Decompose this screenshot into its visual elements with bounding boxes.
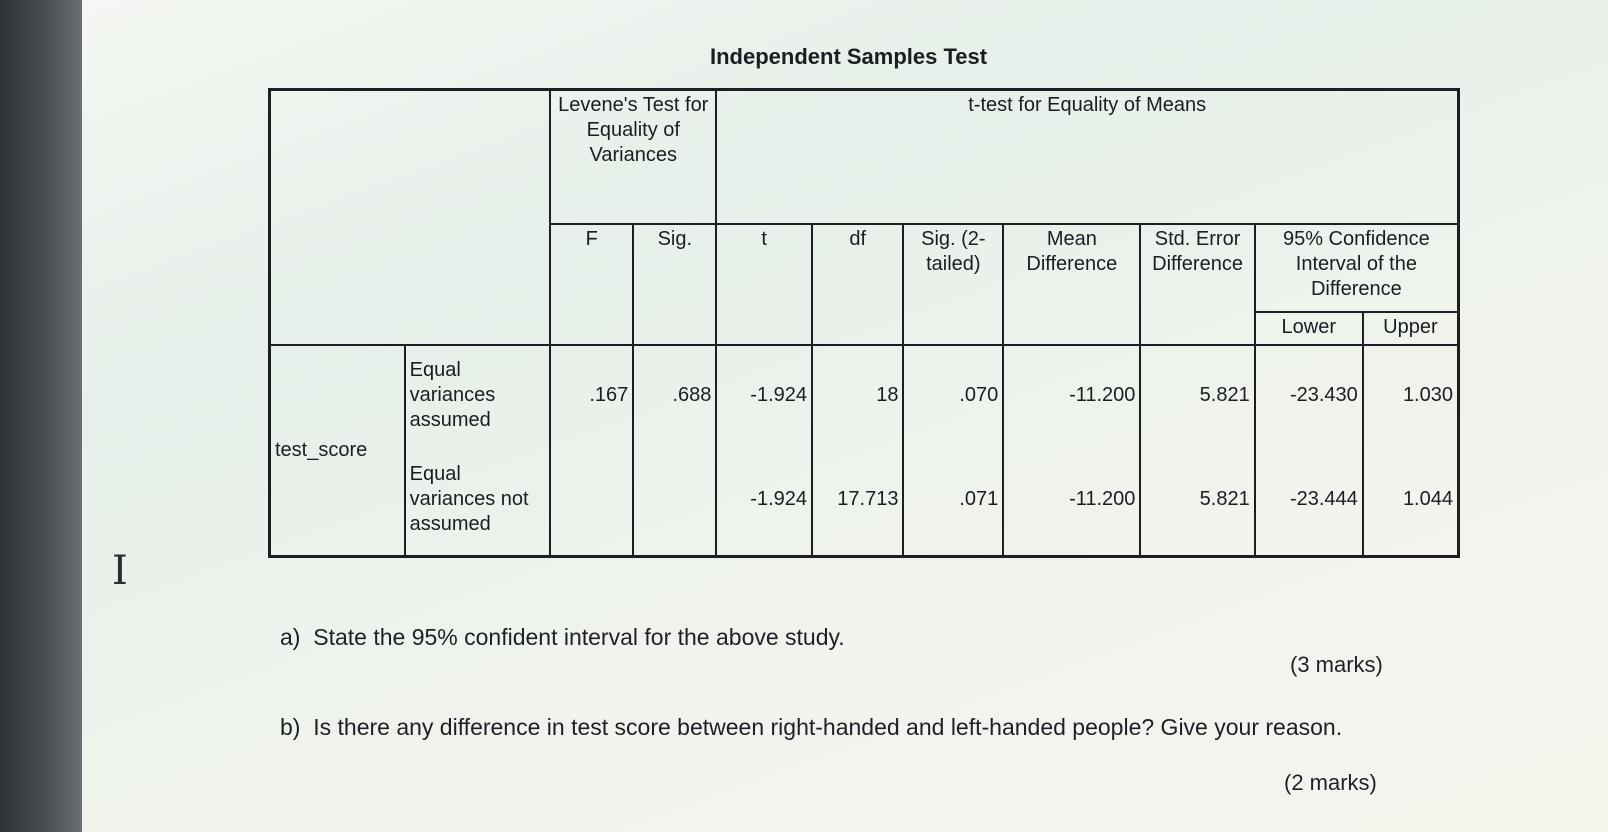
corner-cell [268, 88, 552, 346]
col-mean-diff: Mean Difference [1002, 223, 1142, 346]
cell-std-err: 5.821 [1139, 444, 1256, 558]
cell-t: -1.924 [715, 343, 814, 445]
independent-samples-table: Levene's Test for Equality of Variances … [268, 88, 1460, 558]
ttest-header: t-test for Equality of Means [715, 88, 1460, 226]
cell-upper: 1.044 [1361, 444, 1460, 558]
col-sig2: Sig. (2-tailed) [902, 223, 1005, 346]
question-b: b) Is there any difference in test score… [280, 714, 1410, 741]
col-t: t [715, 223, 814, 346]
cell-df: 17.713 [811, 444, 905, 558]
monitor-bezel [0, 0, 82, 832]
col-upper: Upper [1361, 310, 1460, 346]
cell-upper: 1.030 [1361, 343, 1460, 445]
variable-label: test_score [268, 343, 406, 558]
row-label: Equal variances assumed [403, 343, 552, 445]
cell-sig: .688 [632, 343, 718, 445]
cell-sig2: .071 [902, 444, 1005, 558]
text-cursor-icon: I [112, 548, 128, 594]
question-b-text: Is there any difference in test score be… [313, 714, 1343, 740]
cell-std-err: 5.821 [1139, 343, 1256, 445]
table-title: Independent Samples Test [710, 44, 988, 69]
cell-mean-diff: -11.200 [1002, 343, 1142, 445]
col-f: F [549, 223, 635, 346]
cell-sig [632, 444, 718, 558]
cell-f: .167 [549, 343, 635, 445]
col-lower: Lower [1253, 310, 1364, 346]
cell-mean-diff: -11.200 [1002, 444, 1142, 558]
question-b-label: b) [280, 714, 301, 740]
cell-lower: -23.430 [1253, 343, 1364, 445]
col-std-err: Std. Error Difference [1139, 223, 1256, 346]
question-a: a) State the 95% confident interval for … [280, 624, 845, 651]
question-a-text: State the 95% confident interval for the… [313, 624, 845, 650]
col-df: df [811, 223, 905, 346]
question-a-marks: (3 marks) [1290, 652, 1383, 677]
cell-lower: -23.444 [1253, 444, 1364, 558]
cell-t: -1.924 [715, 444, 814, 558]
levene-header: Levene's Test for Equality of Variances [549, 88, 718, 226]
question-b-marks: (2 marks) [1284, 770, 1377, 795]
row-label: Equal variances not assumed [403, 444, 552, 558]
cell-sig2: .070 [902, 343, 1005, 445]
cell-df: 18 [811, 343, 905, 445]
col-sig: Sig. [632, 223, 718, 346]
question-a-label: a) [280, 624, 301, 650]
ci-header: 95% Confidence Interval of the Differenc… [1253, 223, 1460, 313]
cell-f [549, 444, 635, 558]
